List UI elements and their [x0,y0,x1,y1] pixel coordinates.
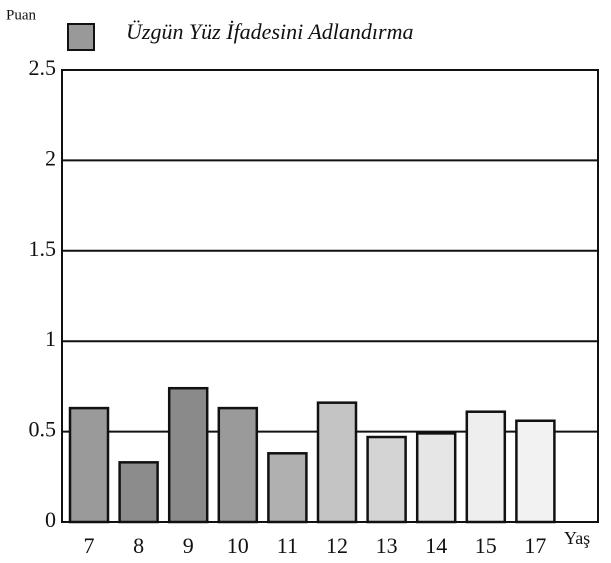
x-tick-label: 7 [84,533,95,558]
y-tick-label: 0.5 [29,417,57,442]
x-tick-label: 8 [133,533,144,558]
x-tick-label: 9 [183,533,194,558]
bar [68,406,110,524]
x-tick-label: 13 [376,533,398,558]
x-tick-label: 11 [277,533,298,558]
x-tick-label: 15 [475,533,497,558]
y-tick-label: 2 [45,145,56,170]
bar [118,461,159,524]
bar [316,401,358,524]
bar [415,432,457,524]
y-tick-label: 0 [45,507,56,532]
y-tick-label: 1.5 [29,236,57,261]
legend-label: Üzgün Yüz İfadesini Adlandırma [126,19,413,44]
bar [167,386,209,524]
y-tick-label: 1 [45,326,56,351]
y-axis-label: Puan [6,7,37,23]
bar [366,435,407,524]
bar [267,452,308,524]
bar [465,410,507,524]
x-tick-label: 12 [326,533,348,558]
x-axis-label: Yaş [564,528,590,548]
x-tick-label: 17 [524,533,546,558]
bar [217,406,259,524]
y-tick-label: 2.5 [29,55,57,80]
x-tick-label: 14 [425,533,447,558]
x-tick-label: 10 [227,533,249,558]
bar [515,419,556,524]
legend-swatch [67,23,95,51]
